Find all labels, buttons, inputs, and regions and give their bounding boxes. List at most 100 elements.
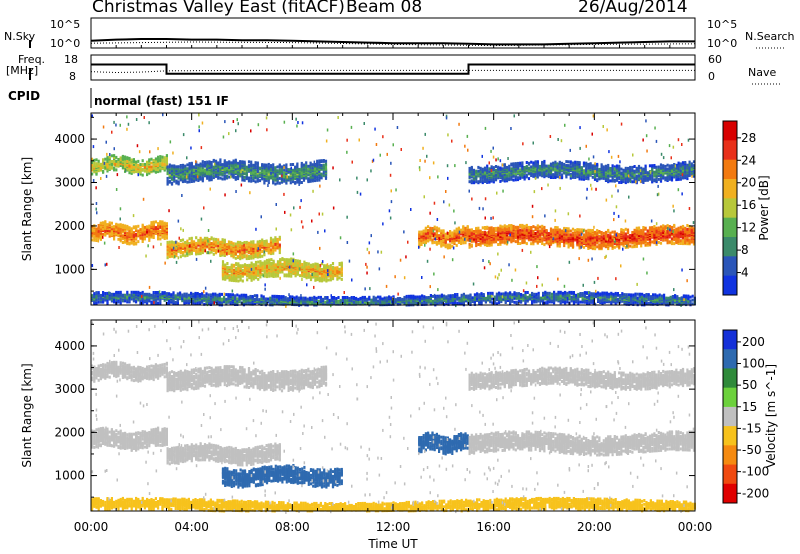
power-cell	[521, 239, 524, 243]
power-cell	[516, 242, 520, 245]
power-cell	[556, 231, 559, 234]
power-cell	[503, 231, 506, 234]
power-cell	[278, 176, 281, 180]
power-cell	[589, 228, 592, 232]
power-cell	[267, 246, 270, 250]
power-cell	[591, 175, 594, 179]
power-cell	[250, 240, 253, 244]
power-cell	[453, 229, 456, 233]
power-cell	[257, 266, 260, 270]
power-cell	[483, 238, 487, 242]
power-cell	[188, 237, 191, 241]
power-cell	[258, 241, 262, 245]
power-cell	[161, 163, 164, 167]
power-cell	[431, 229, 434, 233]
power-cell	[580, 228, 583, 232]
power-cell	[530, 237, 533, 241]
power-cell	[427, 229, 430, 232]
power-cell	[318, 163, 321, 167]
power-cell	[234, 158, 237, 162]
power-cell	[283, 177, 286, 181]
power-cell	[143, 227, 146, 231]
power-cell	[175, 172, 178, 175]
power-cell	[494, 168, 498, 172]
power-cell	[212, 240, 215, 244]
power-cell	[549, 240, 553, 244]
power-cell	[230, 253, 233, 257]
power-cell	[173, 170, 176, 174]
power-cell	[325, 269, 328, 272]
power-cell	[475, 229, 478, 233]
power-cell	[629, 244, 632, 248]
power-cell	[119, 223, 122, 227]
power-cell	[108, 161, 111, 165]
power-cell	[102, 166, 105, 169]
power-cell	[646, 241, 649, 245]
power-cell	[181, 174, 185, 178]
power-cell	[221, 265, 225, 268]
power-cell	[541, 233, 544, 237]
power-cell	[320, 176, 323, 180]
power-cell	[442, 241, 445, 245]
power-cell	[320, 278, 324, 282]
power-cell	[175, 250, 178, 254]
power-cell	[556, 175, 559, 179]
power-cell	[552, 230, 555, 234]
power-cell	[283, 164, 286, 168]
power-cell	[135, 225, 138, 229]
power-cell	[197, 166, 200, 170]
power-cell	[190, 236, 193, 240]
power-cell	[181, 165, 185, 169]
power-cell	[446, 243, 449, 247]
power-cell	[258, 249, 262, 253]
power-cell	[481, 226, 484, 230]
power-cell	[580, 236, 583, 240]
power-cell	[653, 225, 656, 228]
power-cell	[261, 267, 264, 271]
power-cell	[475, 169, 478, 173]
power-cell	[440, 235, 443, 239]
power-cell	[510, 162, 513, 166]
power-cell	[154, 226, 157, 230]
power-cell	[316, 164, 319, 168]
power-cell	[263, 176, 266, 180]
power-cell	[483, 243, 487, 247]
power-cell	[234, 165, 237, 169]
power-cell	[664, 225, 667, 229]
power-cell	[527, 177, 531, 181]
power-cell	[245, 171, 248, 175]
power-cell	[217, 161, 220, 165]
power-cell	[324, 159, 328, 163]
power-cell	[466, 232, 469, 236]
power-cell	[294, 180, 297, 184]
power-cell	[265, 264, 269, 268]
power-cell	[313, 162, 317, 166]
power-cell	[596, 162, 599, 166]
power-cell	[113, 227, 116, 231]
power-cell	[324, 176, 328, 180]
power-cell	[115, 227, 118, 231]
power-cell	[113, 154, 116, 158]
power-cell	[168, 243, 171, 247]
power-cell	[455, 227, 458, 231]
power-cell	[190, 174, 193, 178]
power-cell	[97, 224, 100, 227]
power-cell	[651, 240, 654, 244]
power-cell	[110, 225, 113, 229]
power-cell	[490, 228, 493, 232]
power-cell	[148, 233, 151, 237]
power-cell	[316, 262, 319, 266]
power-cell	[179, 248, 182, 252]
power-cell	[283, 273, 286, 277]
power-cell	[175, 165, 178, 169]
power-cell	[239, 243, 242, 247]
power-cell	[435, 240, 438, 244]
power-cell	[457, 239, 460, 243]
power-cell	[137, 224, 140, 228]
power-cell	[569, 160, 572, 164]
power-cell	[420, 239, 423, 243]
power-cell	[258, 166, 262, 170]
power-cell	[91, 228, 94, 232]
power-cell	[199, 167, 202, 171]
power-cell	[261, 168, 264, 172]
